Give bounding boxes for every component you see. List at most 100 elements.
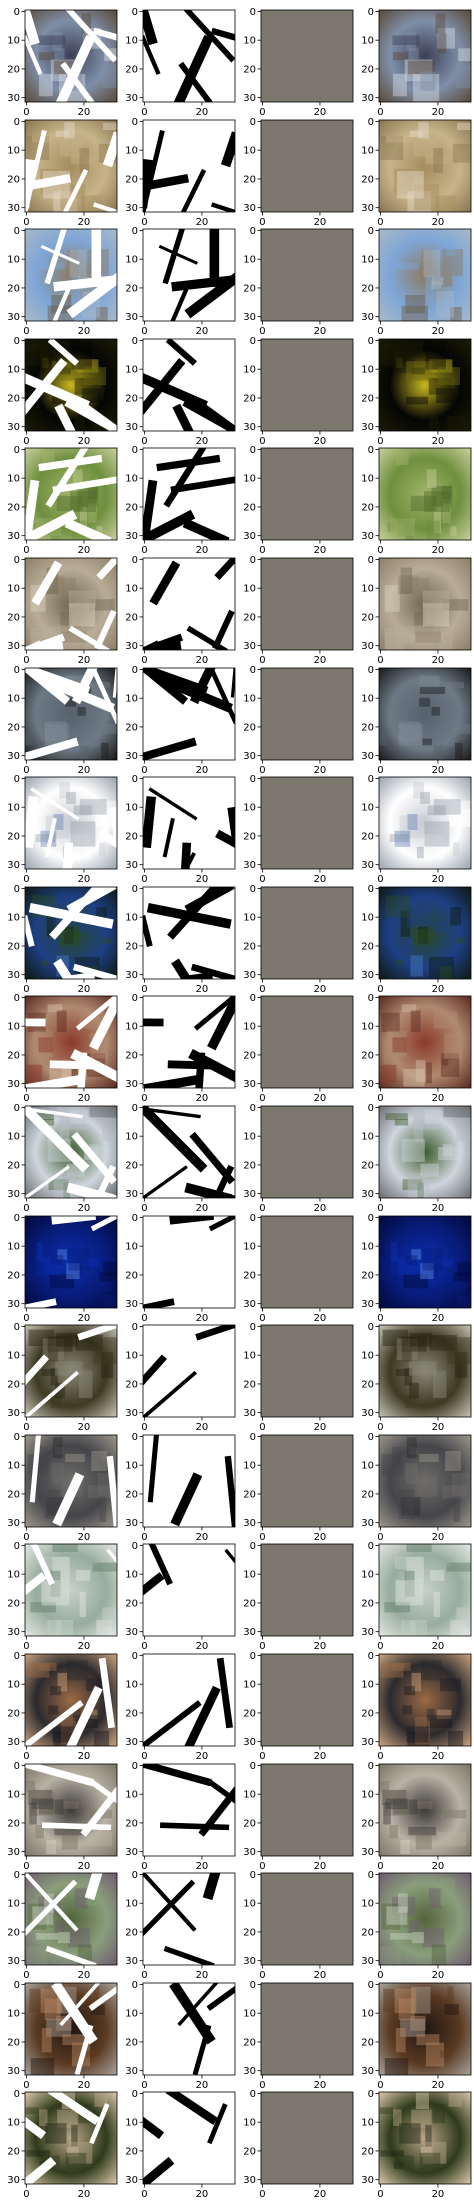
y-tick-label: 10 — [243, 365, 256, 376]
y-tick-label: 0 — [368, 2089, 374, 2100]
y-tick-label: 20 — [243, 174, 256, 185]
x-tick-label: 0 — [23, 1422, 29, 1433]
x-tick-label: 20 — [432, 874, 445, 885]
x-tick-label: 0 — [259, 1203, 265, 1214]
y-tick-label: 20 — [361, 64, 374, 75]
y-tick-label: 20 — [7, 1708, 20, 1719]
y-tick-label: 20 — [125, 174, 138, 185]
y-tick-label: 30 — [243, 1627, 256, 1638]
y-tick-label: 30 — [125, 1627, 138, 1638]
y-tick-label: 10 — [7, 36, 20, 47]
x-tick-label: 0 — [259, 436, 265, 447]
y-tick-label: 10 — [7, 2118, 20, 2129]
y-tick-label: 0 — [14, 1761, 20, 1772]
x-tick-label: 20 — [314, 545, 327, 556]
y-tick-label: 0 — [368, 1103, 374, 1114]
y-tick-label: 10 — [125, 803, 138, 814]
y-tick-label: 10 — [361, 365, 374, 376]
x-tick-label: 20 — [196, 1751, 209, 1762]
x-tick-label: 0 — [141, 1861, 147, 1872]
y-tick-label: 20 — [361, 722, 374, 733]
y-tick-label: 30 — [243, 970, 256, 981]
y-tick-label: 20 — [361, 1050, 374, 1061]
x-tick-label: 20 — [432, 1093, 445, 1104]
y-tick-label: 0 — [132, 1322, 138, 1333]
y-tick-label: 10 — [243, 694, 256, 705]
y-tick-label: 30 — [243, 1079, 256, 1090]
y-tick-label: 30 — [7, 1408, 20, 1419]
x-tick-label: 0 — [23, 436, 29, 447]
x-tick-label: 20 — [432, 326, 445, 337]
y-tick-label: 20 — [361, 1927, 374, 1938]
y-tick-label: 0 — [368, 7, 374, 18]
y-tick-label: 0 — [132, 1213, 138, 1224]
y-tick-label: 10 — [125, 1242, 138, 1253]
y-tick-label: 30 — [7, 751, 20, 762]
x-tick-label: 20 — [314, 1313, 327, 1324]
x-tick-label: 20 — [314, 1861, 327, 1872]
y-tick-label: 20 — [361, 174, 374, 185]
x-tick-label: 20 — [314, 1422, 327, 1433]
y-tick-label: 0 — [250, 1651, 256, 1662]
y-tick-label: 20 — [7, 174, 20, 185]
y-tick-label: 0 — [250, 2089, 256, 2100]
y-tick-label: 10 — [361, 1132, 374, 1143]
y-tick-label: 20 — [7, 1927, 20, 1938]
x-tick-label: 20 — [314, 1751, 327, 1762]
x-tick-label: 20 — [78, 1641, 91, 1652]
y-tick-label: 10 — [361, 474, 374, 485]
x-tick-label: 20 — [78, 1203, 91, 1214]
x-tick-label: 20 — [196, 436, 209, 447]
y-tick-label: 10 — [243, 1242, 256, 1253]
x-tick-label: 20 — [314, 1203, 327, 1214]
y-tick-label: 30 — [361, 93, 374, 104]
y-tick-label: 10 — [125, 1461, 138, 1472]
y-tick-label: 10 — [7, 1461, 20, 1472]
x-tick-label: 0 — [377, 1641, 383, 1652]
y-tick-label: 20 — [361, 612, 374, 623]
x-tick-label: 0 — [259, 655, 265, 666]
y-tick-label: 30 — [125, 1299, 138, 1310]
x-tick-label: 0 — [377, 436, 383, 447]
y-tick-label: 20 — [125, 1160, 138, 1171]
y-tick-label: 30 — [125, 203, 138, 214]
y-tick-label: 0 — [132, 1980, 138, 1991]
x-tick-label: 0 — [141, 107, 147, 118]
y-tick-label: 20 — [243, 1050, 256, 1061]
y-tick-label: 0 — [132, 2089, 138, 2100]
y-tick-label: 30 — [243, 422, 256, 433]
y-tick-label: 20 — [7, 831, 20, 842]
x-tick-label: 20 — [432, 655, 445, 666]
x-tick-label: 0 — [141, 436, 147, 447]
y-tick-label: 20 — [243, 1818, 256, 1829]
x-tick-label: 20 — [78, 1422, 91, 1433]
x-tick-label: 0 — [23, 1313, 29, 1324]
x-tick-label: 0 — [23, 107, 29, 118]
y-tick-label: 0 — [14, 7, 20, 18]
y-tick-label: 20 — [125, 1270, 138, 1281]
y-tick-label: 30 — [361, 312, 374, 323]
x-tick-label: 20 — [196, 1422, 209, 1433]
y-tick-label: 30 — [243, 531, 256, 542]
x-tick-label: 0 — [23, 655, 29, 666]
y-tick-label: 30 — [125, 1079, 138, 1090]
y-tick-label: 20 — [125, 2037, 138, 2048]
x-tick-label: 0 — [377, 1313, 383, 1324]
y-tick-label: 0 — [250, 1213, 256, 1224]
y-tick-label: 20 — [243, 722, 256, 733]
